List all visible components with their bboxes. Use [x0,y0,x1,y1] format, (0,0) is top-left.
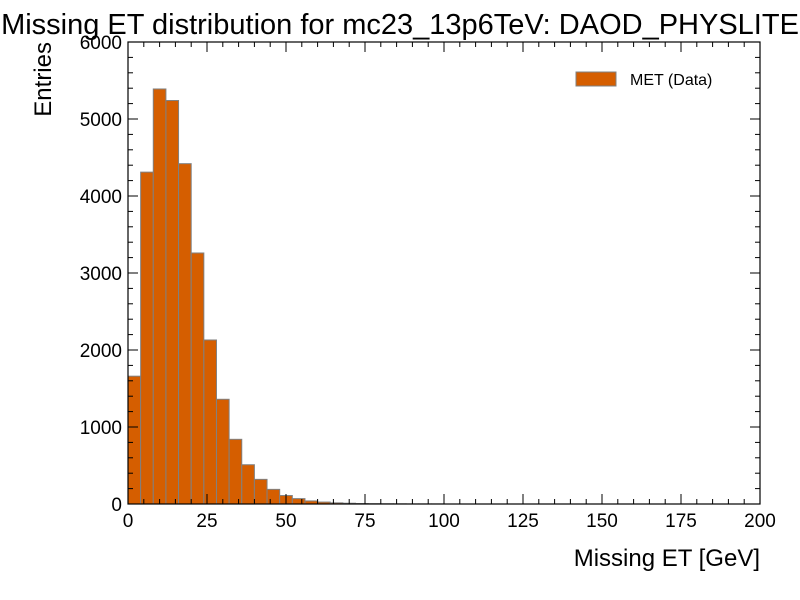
legend-label: MET (Data) [630,72,712,89]
x-tick-label: 25 [196,511,217,532]
histogram-bar [241,464,255,505]
histogram-bar [165,100,180,505]
histogram-bar [228,438,243,505]
y-tick-label: 4000 [80,187,122,208]
x-tick-label: 200 [744,511,776,532]
histogram-bar [203,339,217,505]
x-tick-label: 100 [428,511,460,532]
x-tick-label: 150 [586,511,618,532]
x-tick-label: 175 [665,511,697,532]
histogram-bar [152,88,167,505]
chart-title: Missing ET distribution for mc23_13p6TeV… [1,9,799,41]
y-axis-label: Entries [30,42,57,117]
histogram-bar [140,171,154,505]
y-tick-label: 5000 [80,110,122,131]
plot-frame [127,41,761,505]
histogram-bar [178,163,192,505]
histogram-bar [291,498,306,505]
histogram-bar [215,398,230,505]
x-axis-label: Missing ET [GeV] [574,545,760,572]
histogram-bar [266,488,281,505]
tick-label-group: 0 25 50 75 100 125 150 175 200010002000300040005… [80,33,776,532]
histogram-bar [253,478,268,505]
y-tick-label: 1000 [80,418,122,439]
histogram-bar [190,252,205,505]
y-tick-label: 3000 [80,264,122,285]
y-tick-label: 2000 [80,341,122,362]
y-tick-label: 6000 [80,33,122,54]
bar-group [127,88,445,505]
legend: MET (Data) [575,71,712,89]
y-tick-label: 0 [111,495,122,516]
x-tick-label: 0 [123,511,134,532]
histogram-bar [127,375,142,505]
x-tick-label: 75 [354,511,375,532]
legend-swatch [575,71,617,87]
x-tick-label: 125 [507,511,539,532]
x-tick-label: 50 [275,511,296,532]
